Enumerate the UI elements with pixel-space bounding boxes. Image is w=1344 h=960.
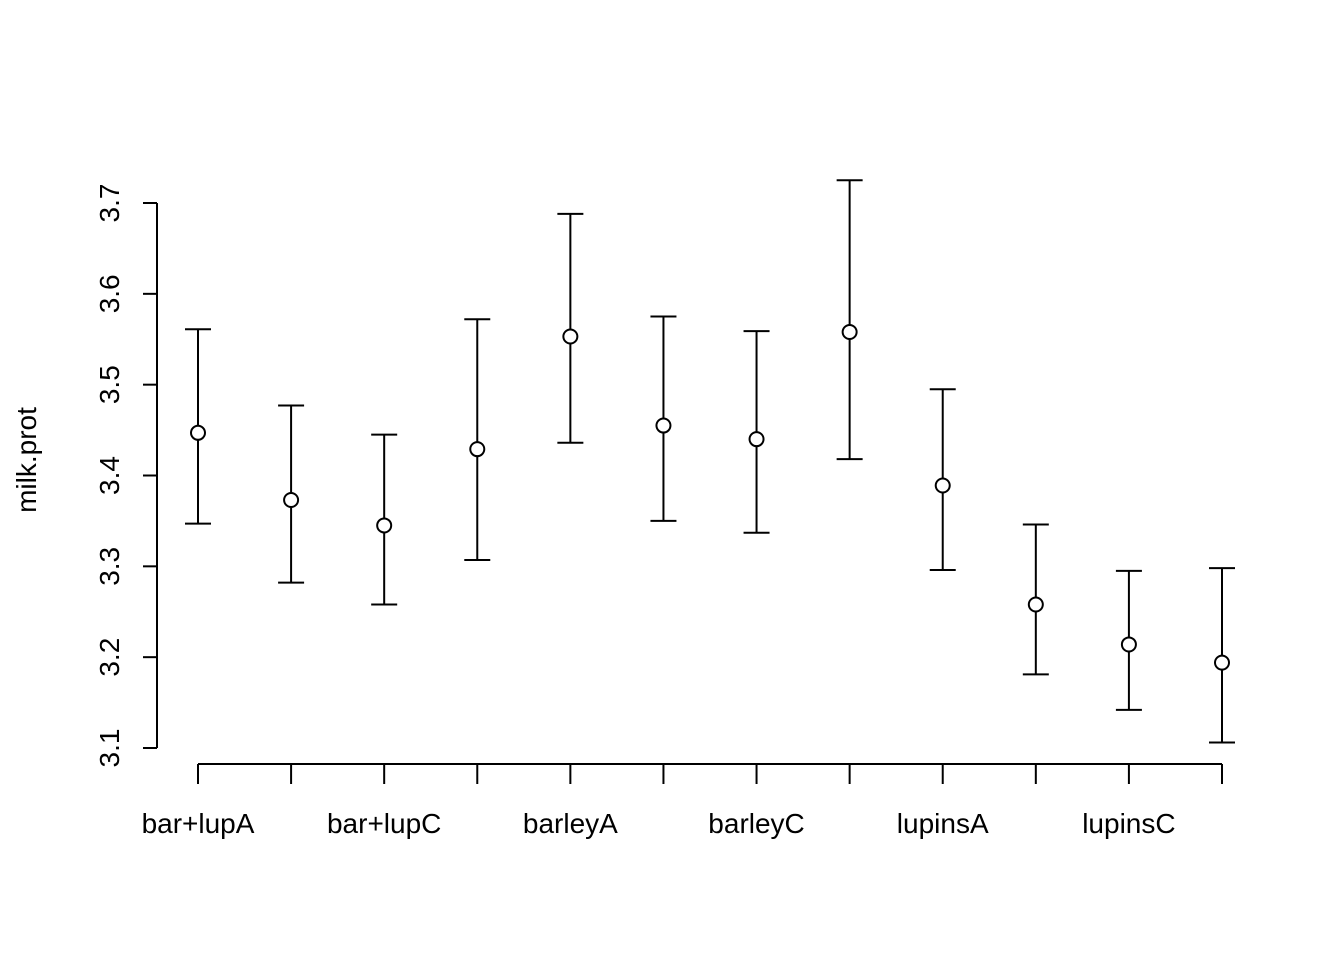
error-bar-group xyxy=(278,404,305,584)
plot-marks xyxy=(185,179,1235,744)
error-bar-group xyxy=(650,315,677,522)
error-bar-group xyxy=(1022,523,1049,676)
y-tick-label: 3.3 xyxy=(94,547,125,586)
y-axis-title: milk.prot xyxy=(11,407,42,513)
x-tick-label: lupinsA xyxy=(897,808,989,839)
mean-point xyxy=(190,424,206,441)
mean-point xyxy=(562,328,579,345)
y-tick-label: 3.7 xyxy=(94,184,125,223)
mean-point xyxy=(655,417,672,434)
x-axis: bar+lupA bar+lupC barleyA barleyC lupinsA lup… xyxy=(142,763,1223,839)
error-bar-group xyxy=(1209,567,1235,744)
y-tick-label: 3.4 xyxy=(94,456,125,495)
mean-point xyxy=(469,441,486,458)
y-tick-label: 3.2 xyxy=(94,638,125,677)
error-bar-group xyxy=(743,330,770,534)
y-tick-label: 3.1 xyxy=(94,729,125,768)
error-bar-group xyxy=(557,212,584,444)
error-bar-group xyxy=(371,433,398,606)
x-tick-label: bar+lupC xyxy=(327,808,441,839)
x-tick-label: bar+lupA xyxy=(142,808,255,839)
mean-point xyxy=(934,477,951,494)
x-tick-label: lupinsC xyxy=(1082,808,1175,839)
x-tick-label: barleyC xyxy=(708,808,804,839)
mean-point xyxy=(841,323,858,340)
mean-point xyxy=(1120,636,1137,653)
error-bar-group xyxy=(929,388,956,571)
x-tick-label: barleyA xyxy=(523,808,618,839)
mean-point xyxy=(283,492,300,509)
mean-point xyxy=(748,431,765,448)
y-tick-label: 3.5 xyxy=(94,365,125,404)
error-bar-group xyxy=(464,318,491,561)
error-bar-group xyxy=(1115,569,1142,711)
mean-point xyxy=(1214,654,1230,671)
mean-point xyxy=(376,517,393,534)
error-bar-group xyxy=(185,328,211,525)
y-axis: 3.1 3.2 3.3 3.4 3.5 3.6 3.7 xyxy=(94,184,158,768)
error-bar-group xyxy=(836,179,863,461)
y-tick-label: 3.6 xyxy=(94,274,125,313)
mean-point xyxy=(1027,596,1044,613)
